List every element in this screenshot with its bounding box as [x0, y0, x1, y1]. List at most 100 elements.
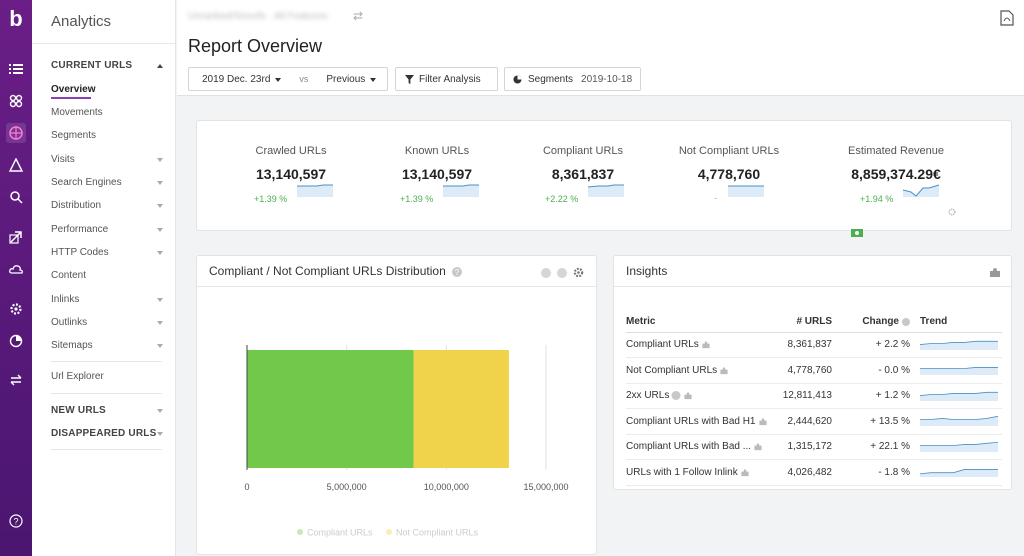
puzzle-icon[interactable]: [740, 468, 750, 477]
table-row[interactable]: Compliant URLs 8,361,837 + 2.2 %: [626, 332, 1002, 358]
pie-icon[interactable]: [6, 331, 26, 351]
help-icon[interactable]: ?: [451, 266, 462, 277]
table-row[interactable]: Compliant URLs with Bad ... 1,315,172 + 22…: [626, 434, 1002, 460]
column-change[interactable]: Change: [836, 312, 916, 333]
help-icon[interactable]: [671, 391, 681, 401]
distribution-card: Compliant / Not Compliant URLs Distribut…: [196, 255, 597, 555]
x-tick-label: 5,000,000: [327, 482, 367, 492]
divider: [32, 43, 175, 44]
current-urls-header[interactable]: CURRENT URLS: [51, 60, 163, 71]
filter-analysis-button[interactable]: Filter Analysis: [395, 67, 498, 91]
disappeared-urls-header[interactable]: DISAPPEARED URLS: [51, 428, 163, 439]
date-dropdown[interactable]: 2019 Dec. 23rd: [202, 74, 282, 85]
puzzle-icon[interactable]: [701, 340, 711, 349]
new-urls-header[interactable]: NEW URLS: [51, 405, 163, 416]
trend-sparkline: [920, 441, 999, 452]
sidebar-item-movements[interactable]: Movements: [51, 107, 103, 118]
report-header: Unranked/Smurfs · All Features ⇄ Report …: [177, 0, 1024, 96]
trend-sparkline: [919, 469, 998, 478]
swap-project-icon[interactable]: ⇄: [353, 9, 364, 23]
sparkline: [903, 184, 939, 197]
sparkline: [443, 184, 479, 197]
legend-swatch: [386, 529, 392, 535]
export-icon[interactable]: [6, 227, 26, 247]
insights-title: Insights: [626, 264, 668, 278]
change-cell: + 22.1 %: [836, 434, 916, 460]
help-icon[interactable]: [902, 317, 910, 326]
swap-icon[interactable]: [6, 370, 26, 390]
metric-cell[interactable]: Compliant URLs with Bad H1: [626, 408, 776, 435]
legend-label: Not Compliant URLs: [396, 528, 479, 538]
bar-compliant[interactable]: [247, 350, 414, 468]
sidebar-item-inlinks[interactable]: Inlinks: [51, 294, 163, 305]
table-row[interactable]: Not Compliant URLs 4,778,760- 0.0 %: [626, 357, 1002, 384]
search-icon[interactable]: [6, 187, 26, 207]
insights-card: Insights Metric # URLS Change Trend Comp…: [613, 255, 1012, 490]
puzzle-icon[interactable]: [719, 366, 729, 375]
table-row[interactable]: Compliant URLs with Bad H1 2,444,620 + 13.…: [626, 408, 1002, 435]
change-cell: + 13.5 %: [836, 408, 916, 435]
trend-sparkline: [919, 391, 998, 401]
change-cell: - 0.0 %: [836, 357, 916, 384]
chart-type-icon[interactable]: [541, 268, 551, 278]
trend-cell: [916, 408, 1002, 435]
segment-icon[interactable]: [6, 123, 26, 143]
botify-logo[interactable]: b: [9, 6, 23, 31]
list-icon[interactable]: [6, 59, 26, 79]
metric-cell[interactable]: Compliant URLs with Bad ...: [626, 434, 776, 460]
sidebar-item-http-codes[interactable]: HTTP Codes: [51, 247, 163, 258]
app-title: Analytics: [51, 13, 112, 30]
gear-icon[interactable]: [948, 208, 956, 216]
sidebar-item-url-explorer[interactable]: Url Explorer: [51, 371, 104, 382]
project-name[interactable]: Unranked/Smurfs · All Features: [188, 11, 328, 22]
puzzle-icon[interactable]: [989, 266, 1001, 278]
segments-button[interactable]: Segments 2019-10-18: [504, 67, 641, 91]
table-row[interactable]: 2xx URLs 12,811,413 + 1.2 %: [626, 383, 1002, 409]
bar-not-compliant[interactable]: [413, 350, 509, 468]
pdf-export-icon[interactable]: [1000, 10, 1014, 26]
cloud-icon[interactable]: [6, 259, 26, 279]
trend-cell: [916, 459, 1002, 486]
urls-cell: 2,444,620: [776, 408, 836, 435]
alert-icon[interactable]: [6, 155, 26, 175]
sparkline: [297, 184, 333, 197]
sidebar-item-overview[interactable]: Overview: [51, 84, 163, 99]
sidebar-item-distribution[interactable]: Distribution: [51, 200, 163, 211]
help-icon[interactable]: ?: [6, 511, 26, 531]
network-icon[interactable]: [6, 91, 26, 111]
settings-icon[interactable]: [6, 299, 26, 319]
metric-cell[interactable]: Not Compliant URLs: [626, 357, 776, 384]
gear-icon[interactable]: [573, 267, 584, 278]
chart-option-icon[interactable]: [557, 268, 567, 278]
icon-rail: b ?: [0, 0, 32, 556]
compare-dropdown[interactable]: Previous: [326, 74, 377, 85]
sidebar-item-segments[interactable]: Segments: [51, 130, 97, 141]
trend-sparkline: [919, 340, 998, 350]
change-cell: + 2.2 %: [836, 332, 916, 358]
divider: [51, 449, 162, 450]
sidebar-item-performance[interactable]: Performance: [51, 224, 163, 235]
column-urls[interactable]: # URLS: [776, 312, 836, 333]
sidebar-item-content[interactable]: Content: [51, 270, 87, 281]
puzzle-icon[interactable]: [753, 442, 763, 451]
card-header-divider: [197, 286, 596, 287]
puzzle-icon[interactable]: [758, 417, 768, 426]
sidebar-item-visits[interactable]: Visits: [51, 154, 163, 165]
metric-cell[interactable]: 2xx URLs: [626, 383, 776, 409]
sidebar-item-search-engines[interactable]: Search Engines: [51, 177, 163, 188]
change-cell: - 1.8 %: [836, 459, 916, 486]
column-metric[interactable]: Metric: [626, 312, 776, 333]
urls-cell: 8,361,837: [776, 332, 836, 358]
urls-cell: 4,778,760: [776, 357, 836, 384]
sidebar-item-sitemaps[interactable]: Sitemaps: [51, 340, 163, 351]
table-row[interactable]: URLs with 1 Follow Inlink 4,026,482- 1.8 …: [626, 459, 1002, 486]
x-tick-label: 15,000,000: [523, 482, 568, 492]
puzzle-icon[interactable]: [683, 391, 693, 400]
vs-label: vs: [299, 74, 309, 84]
change-cell: + 1.2 %: [836, 383, 916, 409]
legend-swatch: [297, 529, 303, 535]
metric-cell[interactable]: Compliant URLs: [626, 332, 776, 358]
trend-sparkline: [920, 367, 998, 376]
sidebar-item-outlinks[interactable]: Outlinks: [51, 317, 163, 328]
metric-cell[interactable]: URLs with 1 Follow Inlink: [626, 459, 776, 486]
